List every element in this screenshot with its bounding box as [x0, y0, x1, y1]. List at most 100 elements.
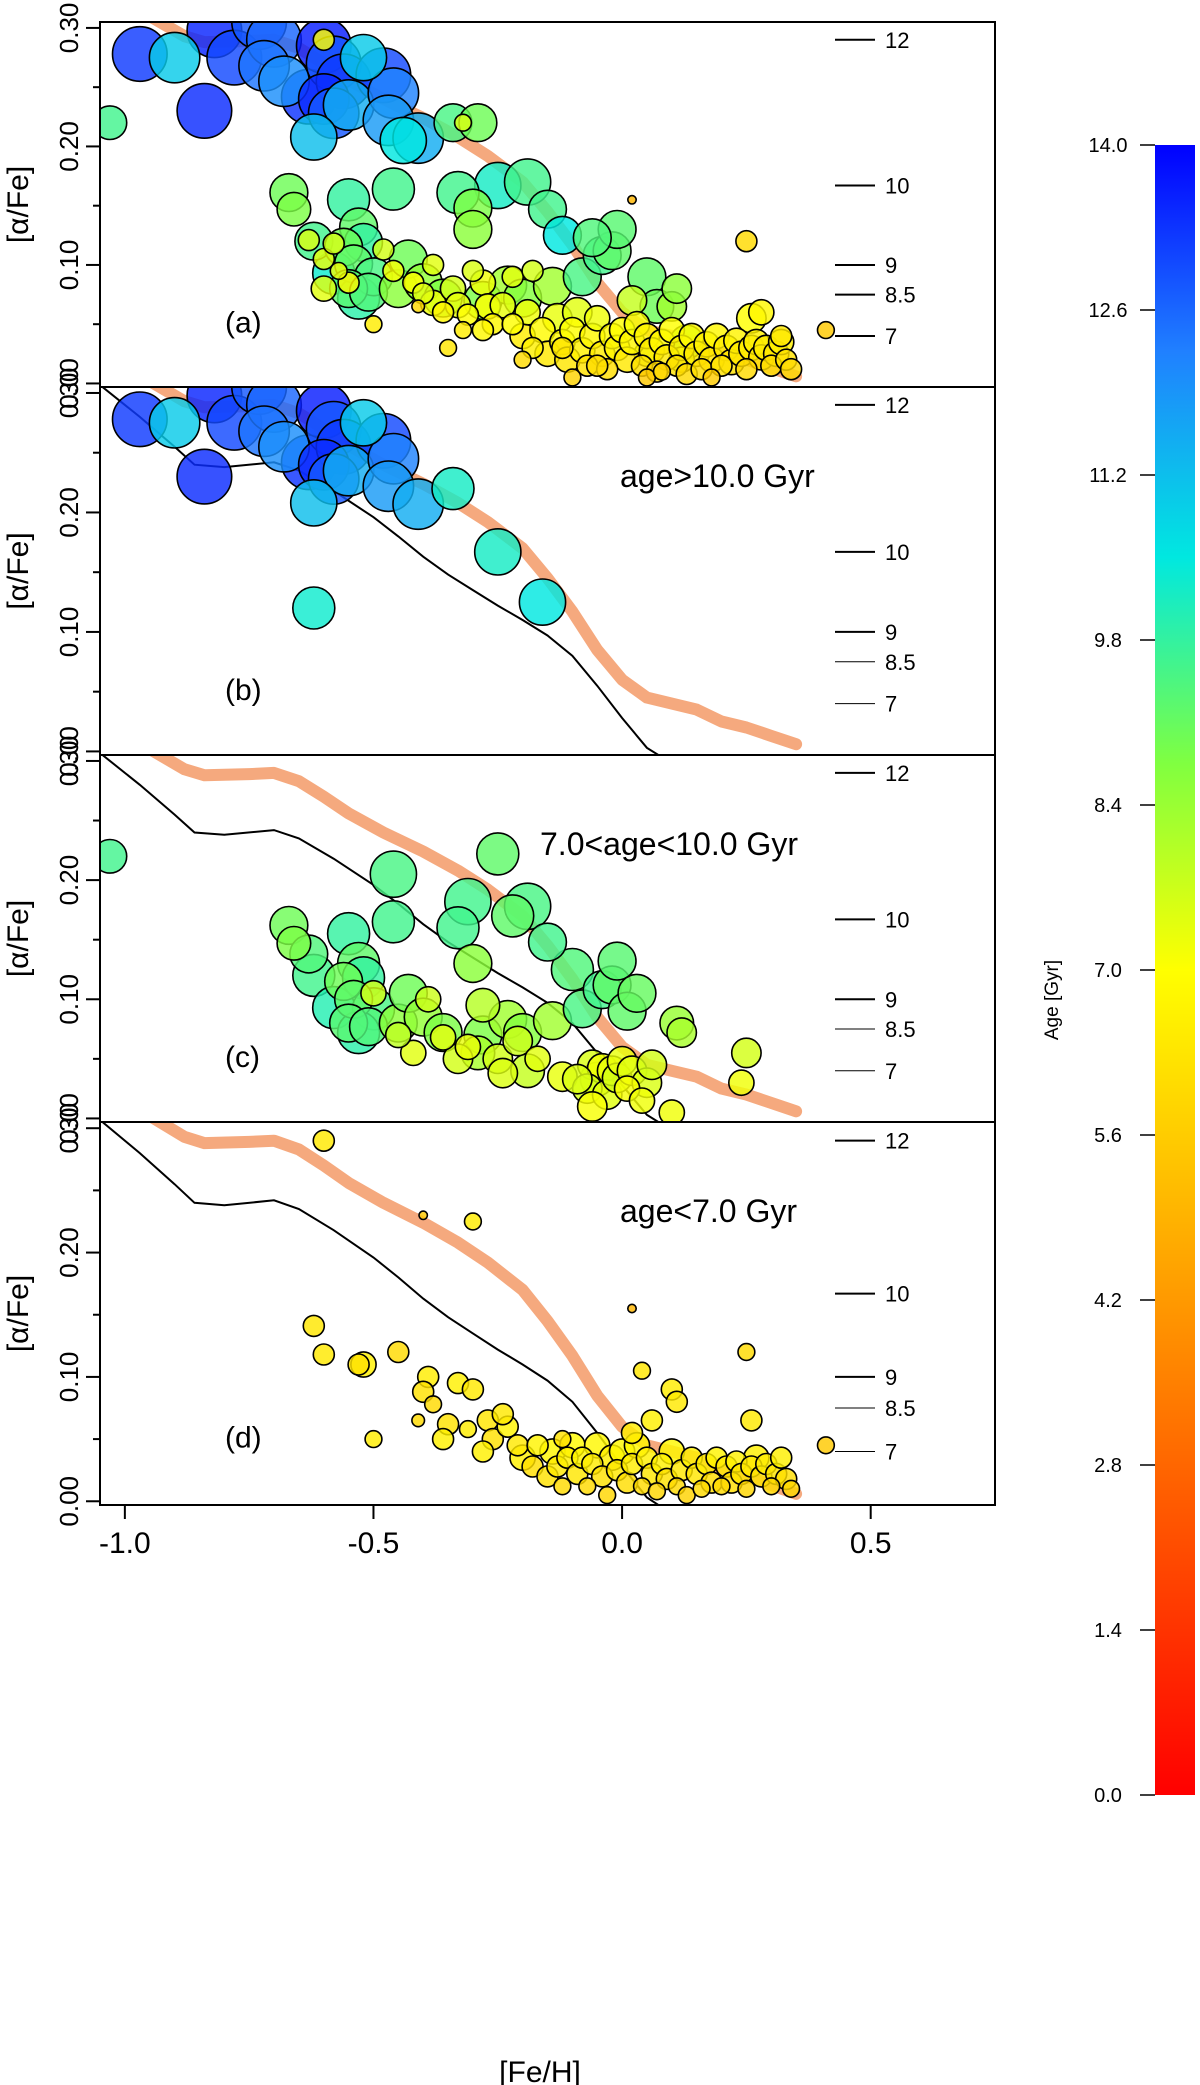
age-marker-label: 9	[885, 987, 897, 1012]
star-point	[553, 1429, 572, 1449]
star-point	[418, 1210, 429, 1221]
star-point	[382, 259, 405, 283]
star-point	[527, 922, 568, 962]
colorbar-tick-label: 4.2	[1094, 1290, 1122, 1312]
star-point	[576, 1091, 608, 1122]
star-point	[289, 478, 338, 527]
panel-label: (c)	[225, 1041, 260, 1074]
star-point	[553, 1477, 572, 1496]
star-point	[276, 191, 312, 227]
star-point	[453, 320, 473, 340]
star-point	[291, 586, 336, 630]
star-point	[779, 357, 803, 381]
star-point	[475, 832, 520, 876]
star-point	[148, 31, 201, 84]
y-tick-label: 0.20	[54, 487, 84, 538]
panel-title: age>10.0 Gyr	[620, 458, 815, 494]
star-point	[360, 979, 387, 1007]
star-point	[310, 275, 338, 303]
x-axis: [Fe/H]	[499, 2056, 581, 2085]
star-point	[429, 1024, 457, 1051]
star-point	[521, 259, 544, 283]
age-marker-label: 8.5	[885, 1396, 916, 1421]
star-point	[578, 1477, 597, 1496]
age-marker-label: 10	[885, 907, 909, 932]
colorbar-tick-label: 0.0	[1094, 1785, 1122, 1807]
colorbar-tick-label: 12.6	[1089, 300, 1128, 322]
star-point	[550, 947, 595, 992]
star-point	[339, 33, 388, 82]
star-point	[781, 1479, 801, 1499]
star-point	[658, 1099, 686, 1122]
star-point	[384, 1021, 412, 1049]
y-tick-label: 0.30	[54, 736, 84, 787]
panel-label: (a)	[225, 306, 262, 339]
star-point	[506, 1434, 530, 1457]
panel-title: age<7.0 Gyr	[620, 1193, 797, 1229]
star-point	[471, 1440, 495, 1463]
colorbar-tick-label: 11.2	[1089, 465, 1126, 487]
star-point	[386, 1340, 410, 1364]
star-point	[737, 1479, 756, 1499]
star-point	[585, 354, 609, 378]
star-point	[769, 324, 793, 348]
star-point	[454, 1033, 482, 1061]
colorbar-label: Age [Gyr]	[1042, 960, 1063, 1040]
y-tick-label: 0.00	[54, 726, 84, 777]
star-point	[665, 1390, 689, 1414]
panel-a: 0.00 0.10 0.20 0.30 [α/Fe] 12 10 9 8.5 7 (a)	[2, 3, 996, 409]
star-point	[735, 357, 758, 381]
star-point	[597, 1485, 617, 1505]
y-tick-label: 0.30	[54, 1103, 84, 1154]
colorbar-tick-label: 5.6	[1094, 1125, 1122, 1147]
y-axis-label: [α/Fe]	[2, 1275, 35, 1352]
star-point	[632, 1361, 652, 1380]
star-point	[431, 300, 455, 324]
star-point	[399, 1039, 427, 1067]
y-axis-label: [α/Fe]	[2, 532, 35, 609]
star-point	[501, 312, 525, 336]
star-point	[487, 1057, 519, 1089]
age-colorbar: Age [Gyr] 0.0 1.4 2.8 4.2 5.6 7.0 8.4 9.8 11.2 12…	[1042, 135, 1195, 1807]
x-axis-label: [Fe/H]	[499, 2056, 581, 2085]
age-marker-label: 12	[885, 28, 909, 53]
star-point	[411, 299, 426, 314]
colorbar-tick-label: 8.4	[1094, 795, 1122, 817]
star-point	[666, 1017, 698, 1049]
star-point	[551, 336, 574, 360]
age-marker-label: 8.5	[885, 283, 916, 308]
star-point	[628, 1087, 656, 1115]
x-tick-label: -1.0	[99, 1527, 151, 1560]
star-point	[473, 528, 522, 576]
star-point	[329, 261, 348, 281]
star-point	[364, 1429, 383, 1449]
star-point	[461, 1378, 485, 1401]
age-marker-label: 7	[885, 692, 897, 717]
star-point	[692, 1479, 711, 1499]
star-point	[572, 218, 612, 258]
star-point	[411, 1413, 426, 1428]
star-point	[322, 232, 346, 255]
colorbar-tick-label: 14.0	[1089, 135, 1128, 157]
star-point	[513, 350, 532, 369]
star-point	[616, 284, 648, 316]
star-point	[561, 1063, 593, 1095]
star-point	[453, 209, 493, 250]
star-point	[276, 925, 312, 961]
star-point	[647, 1482, 667, 1501]
star-point	[289, 113, 338, 161]
colorbar-tick-label: 2.8	[1094, 1455, 1122, 1477]
star-point	[730, 1037, 762, 1069]
star-point	[465, 987, 501, 1023]
star-point	[626, 194, 637, 205]
star-point	[100, 105, 128, 141]
star-point	[816, 1436, 836, 1455]
panel-d: 0.00 0.10 0.20 0.30 [α/Fe] 12 10 9 8.5 7 (d) age<7.…	[2, 1103, 996, 1560]
x-tick-label: 0.5	[850, 1527, 892, 1560]
star-point	[661, 273, 693, 305]
star-point	[740, 1409, 763, 1432]
y-tick-label: 0.00	[54, 1093, 84, 1144]
star-point	[431, 1427, 455, 1451]
star-point	[526, 1434, 549, 1457]
star-point	[312, 1343, 336, 1366]
